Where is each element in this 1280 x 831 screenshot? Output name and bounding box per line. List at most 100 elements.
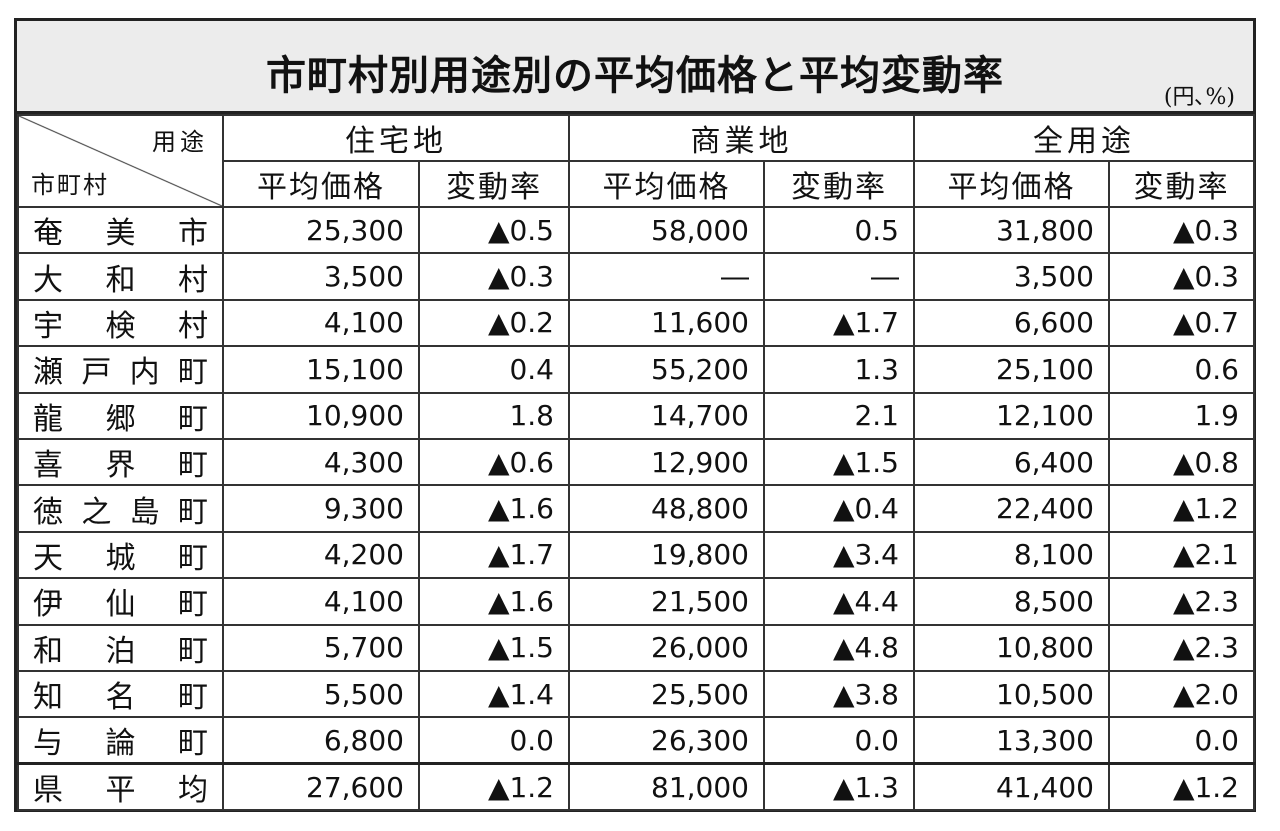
table-row: 大和村 3,500 ▲0.3 ― ― 3,500 ▲0.3 [17,252,1255,301]
change-rate-cell: ▲0.5 [418,205,570,255]
change-rate-cell: ▲1.2 [1108,484,1255,533]
change-rate-cell: ▲0.2 [418,298,570,348]
municipality-name: 奄美市 [17,205,224,255]
average-price-cell: 10,800 [913,623,1110,672]
table-row: 和泊町 5,700 ▲1.5 26,000 ▲4.8 10,800 ▲2.3 [17,623,1255,672]
change-rate-cell: 2.1 [763,391,915,440]
average-price-cell: 48,800 [568,484,765,533]
average-price-cell: 25,100 [913,345,1110,394]
sub-header: 変動率 [1108,160,1255,208]
average-price-cell: 9,300 [222,484,420,533]
table-row: 奄美市 25,300 ▲0.5 58,000 0.5 31,800 ▲0.3 [17,205,1255,255]
corner-bottom-label: 市町村 [31,171,109,199]
table-frame: 市町村別用途別の平均価格と平均変動率 (円､%) 用途 市町村 住宅地 商業地 … [14,18,1256,812]
sub-header: 平均価格 [222,160,420,208]
average-price-cell: 6,400 [913,437,1110,487]
average-price-cell: 19,800 [568,530,765,580]
change-rate-cell: 0.6 [1108,345,1255,394]
average-price-cell: 8,500 [913,577,1110,626]
change-rate-cell: ― [763,252,915,301]
average-price-cell: 11,600 [568,298,765,348]
change-rate-cell: ▲4.8 [763,623,915,672]
municipality-name: 与論町 [17,716,224,765]
change-rate-cell: ▲1.2 [418,762,570,812]
municipality-name: 喜界町 [17,437,224,487]
average-price-cell: 3,500 [222,252,420,301]
change-rate-cell: ▲1.2 [1108,762,1255,812]
average-price-cell: 5,500 [222,669,420,719]
table-row: 天城町 4,200 ▲1.7 19,800 ▲3.4 8,100 ▲2.1 [17,530,1255,580]
average-price-cell: 21,500 [568,577,765,626]
group-header-commercial: 商業地 [568,114,915,162]
average-price-cell: 25,300 [222,205,420,255]
change-rate-cell: 1.9 [1108,391,1255,440]
change-rate-cell: ▲2.0 [1108,669,1255,719]
municipality-name: 徳之島町 [17,484,224,533]
change-rate-cell: 0.5 [763,205,915,255]
change-rate-cell: ▲0.7 [1108,298,1255,348]
change-rate-cell: ▲3.4 [763,530,915,580]
table-row: 宇検村 4,100 ▲0.2 11,600 ▲1.7 6,600 ▲0.7 [17,298,1255,348]
group-header-residential: 住宅地 [222,114,570,162]
average-price-cell: 58,000 [568,205,765,255]
change-rate-cell: ▲0.3 [418,252,570,301]
municipality-name: 天城町 [17,530,224,580]
change-rate-cell: ▲2.3 [1108,623,1255,672]
average-price-cell: 10,500 [913,669,1110,719]
change-rate-cell: ▲1.6 [418,484,570,533]
average-price-cell: 13,300 [913,716,1110,765]
municipality-name: 宇検村 [17,298,224,348]
unit-note: (円､%) [1163,85,1235,110]
change-rate-cell: ▲4.4 [763,577,915,626]
municipality-name: 瀬戸内町 [17,345,224,394]
change-rate-cell: ▲0.4 [763,484,915,533]
average-price-cell: 31,800 [913,205,1110,255]
average-price-cell: 27,600 [222,762,420,812]
average-price-cell: 15,100 [222,345,420,394]
change-rate-cell: ▲1.5 [418,623,570,672]
change-rate-cell: ▲0.3 [1108,252,1255,301]
sub-header: 平均価格 [913,160,1110,208]
change-rate-cell: ▲1.3 [763,762,915,812]
change-rate-cell: ▲1.6 [418,577,570,626]
change-rate-cell: 0.0 [1108,716,1255,765]
change-rate-cell: ▲1.4 [418,669,570,719]
average-price-cell: 6,600 [913,298,1110,348]
average-price-cell: ― [568,252,765,301]
change-rate-cell: 1.3 [763,345,915,394]
page-title: 市町村別用途別の平均価格と平均変動率 [266,52,1004,99]
municipality-name: 県平均 [17,762,224,812]
average-price-cell: 10,900 [222,391,420,440]
table-row-total: 県平均 27,600 ▲1.2 81,000 ▲1.3 41,400 ▲1.2 [17,762,1255,812]
title-band: 市町村別用途別の平均価格と平均変動率 (円､%) [17,21,1253,114]
average-price-cell: 12,100 [913,391,1110,440]
change-rate-cell: ▲0.8 [1108,437,1255,487]
average-price-cell: 25,500 [568,669,765,719]
change-rate-cell: ▲1.7 [418,530,570,580]
sub-header: 変動率 [418,160,570,208]
corner-cell: 用途 市町村 [17,114,224,208]
table-row: 龍郷町 10,900 1.8 14,700 2.1 12,100 1.9 [17,391,1255,440]
average-price-cell: 4,100 [222,577,420,626]
change-rate-cell: ▲3.8 [763,669,915,719]
average-price-cell: 26,000 [568,623,765,672]
average-price-cell: 4,100 [222,298,420,348]
change-rate-cell: 1.8 [418,391,570,440]
average-price-cell: 3,500 [913,252,1110,301]
corner-top-label: 用途 [152,128,208,156]
table-row: 徳之島町 9,300 ▲1.6 48,800 ▲0.4 22,400 ▲1.2 [17,484,1255,533]
sub-header: 平均価格 [568,160,765,208]
table-row: 喜界町 4,300 ▲0.6 12,900 ▲1.5 6,400 ▲0.8 [17,437,1255,487]
average-price-cell: 26,300 [568,716,765,765]
average-price-cell: 55,200 [568,345,765,394]
average-price-cell: 6,800 [222,716,420,765]
table-row: 知名町 5,500 ▲1.4 25,500 ▲3.8 10,500 ▲2.0 [17,669,1255,719]
average-price-cell: 4,200 [222,530,420,580]
change-rate-cell: 0.4 [418,345,570,394]
average-price-cell: 81,000 [568,762,765,812]
group-header-all: 全用途 [913,114,1255,162]
change-rate-cell: ▲2.3 [1108,577,1255,626]
average-price-cell: 41,400 [913,762,1110,812]
sub-header: 変動率 [763,160,915,208]
table-row: 伊仙町 4,100 ▲1.6 21,500 ▲4.4 8,500 ▲2.3 [17,577,1255,626]
